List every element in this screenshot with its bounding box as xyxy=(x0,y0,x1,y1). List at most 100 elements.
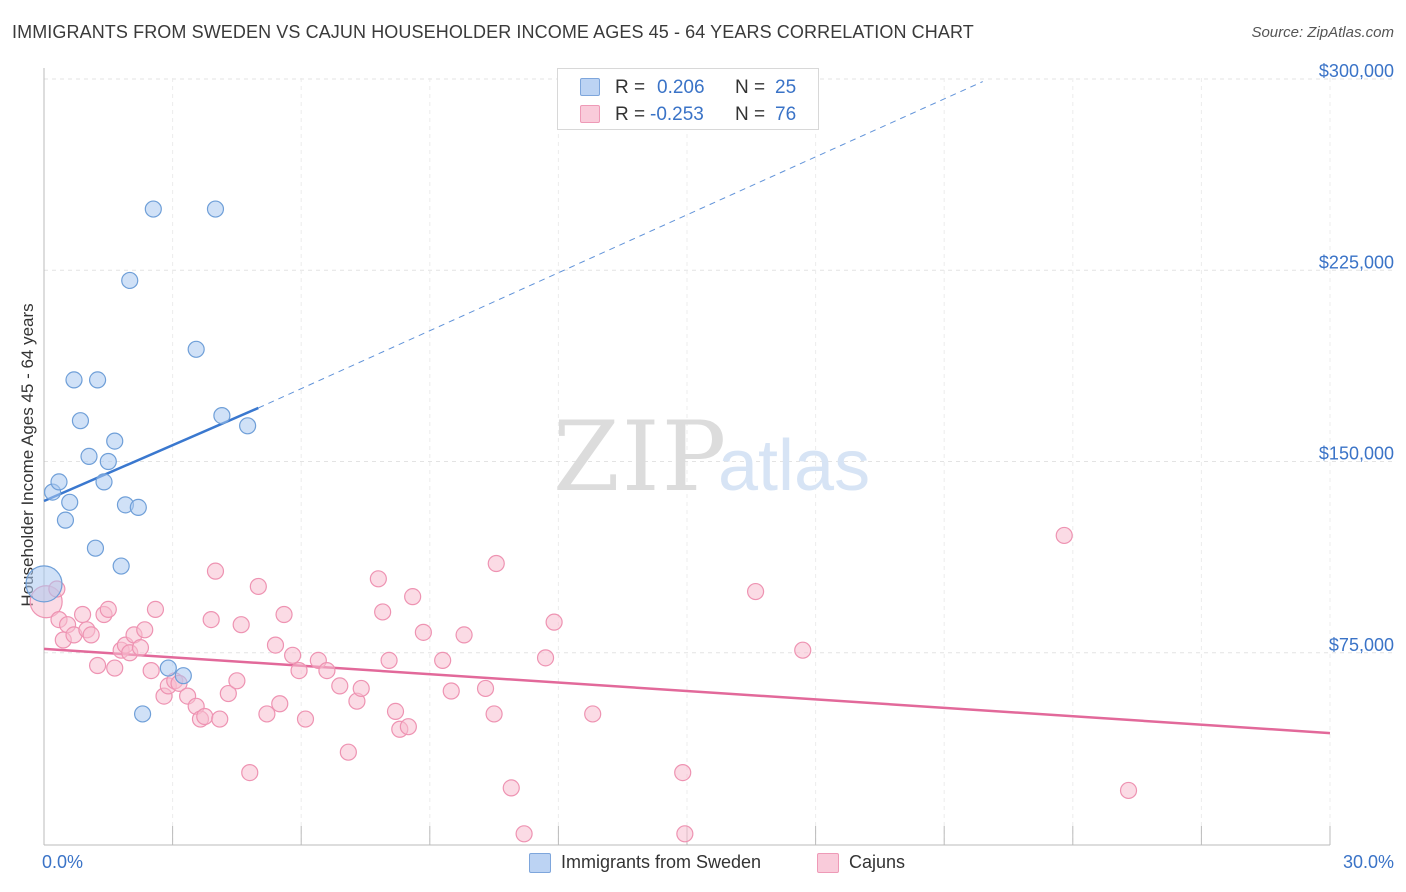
legend-r-label: R = xyxy=(615,104,646,125)
data-point xyxy=(50,473,68,491)
data-point xyxy=(674,763,692,782)
legend-r-value: 0.206 xyxy=(657,77,705,98)
source-label: Source: ZipAtlas.com xyxy=(1251,24,1394,41)
watermark: ZIP atlas xyxy=(553,401,870,513)
data-point xyxy=(239,417,257,435)
data-point xyxy=(112,557,130,575)
series-swatch-cajuns xyxy=(817,853,839,873)
data-point xyxy=(95,473,113,491)
x-tick-label-min: 0.0% xyxy=(42,852,83,872)
data-point xyxy=(318,661,336,680)
data-point xyxy=(86,539,105,557)
data-point xyxy=(404,588,422,606)
legend-swatch-sweden xyxy=(580,78,600,96)
data-point xyxy=(746,582,765,601)
legend-n-value: 25 xyxy=(775,77,797,98)
data-point xyxy=(515,825,533,843)
data-point xyxy=(275,605,293,624)
data-point xyxy=(386,702,405,721)
data-point xyxy=(1055,526,1073,545)
data-point xyxy=(71,412,90,430)
data-point xyxy=(142,661,160,680)
data-point xyxy=(65,371,83,389)
data-point xyxy=(399,718,417,736)
data-point xyxy=(121,271,139,290)
data-point xyxy=(99,452,117,471)
legend-r-label: R = xyxy=(615,77,646,98)
data-point xyxy=(352,679,370,698)
series-cajuns xyxy=(29,526,1138,843)
data-point xyxy=(241,763,259,782)
data-point xyxy=(88,656,107,675)
data-point xyxy=(380,651,398,670)
data-point xyxy=(25,565,63,603)
data-point xyxy=(1119,781,1138,800)
legend-n-value: 76 xyxy=(775,104,797,125)
data-point xyxy=(487,554,505,573)
data-point xyxy=(144,200,162,218)
data-point xyxy=(187,340,205,358)
data-point xyxy=(146,600,165,619)
data-point xyxy=(213,407,231,425)
data-point xyxy=(485,705,503,723)
series-label-sweden: Immigrants from Sweden xyxy=(561,852,762,872)
data-point xyxy=(129,498,147,516)
data-point xyxy=(374,603,392,621)
data-point xyxy=(80,447,98,465)
data-point xyxy=(131,639,150,657)
data-point xyxy=(82,626,100,644)
data-point xyxy=(296,710,315,728)
data-point xyxy=(159,659,177,677)
data-point xyxy=(502,779,520,797)
data-point xyxy=(196,707,214,726)
data-point xyxy=(211,710,229,728)
data-point xyxy=(258,705,276,723)
data-point xyxy=(339,743,357,761)
data-point xyxy=(249,577,267,596)
chart-title: IMMIGRANTS FROM SWEDEN VS CAJUN HOUSEHOL… xyxy=(12,22,974,42)
data-point xyxy=(56,511,75,529)
data-point xyxy=(794,641,812,659)
watermark-zip: ZIP xyxy=(553,401,728,513)
data-point xyxy=(73,605,92,624)
data-point xyxy=(88,371,107,389)
data-point xyxy=(206,562,225,580)
series-sweden xyxy=(25,200,257,723)
y-tick-label: $300,000 xyxy=(1319,61,1394,81)
legend-n-label: N = xyxy=(735,77,766,98)
data-point xyxy=(290,661,308,680)
data-point xyxy=(99,600,117,619)
data-point xyxy=(476,679,495,698)
legend-r-value: -0.253 xyxy=(650,104,704,125)
data-point xyxy=(369,570,387,588)
stats-legend: R = 0.206 N = 25 R = -0.253 N = 76 xyxy=(557,68,819,130)
data-point xyxy=(228,672,246,690)
data-point xyxy=(106,432,124,450)
data-point xyxy=(455,626,473,644)
series-label-cajuns: Cajuns xyxy=(849,852,906,872)
data-point xyxy=(61,493,79,511)
data-point xyxy=(584,705,602,723)
data-point xyxy=(545,613,563,631)
data-point xyxy=(202,610,220,629)
y-tick-label: $150,000 xyxy=(1319,444,1394,464)
data-point xyxy=(174,667,192,685)
legend-n-label: N = xyxy=(735,104,766,125)
data-point xyxy=(442,682,460,700)
data-point xyxy=(284,646,302,664)
data-point xyxy=(676,825,694,843)
y-tick-labels: $75,000 $150,000 $225,000 $300,000 xyxy=(1319,61,1394,655)
data-point xyxy=(136,621,154,639)
data-point xyxy=(271,695,289,713)
y-tick-label: $75,000 xyxy=(1329,635,1394,655)
data-point xyxy=(106,659,124,677)
data-point xyxy=(266,636,285,654)
data-points xyxy=(25,200,1138,843)
series-swatch-sweden xyxy=(529,853,551,873)
x-tick-label-max: 30.0% xyxy=(1343,852,1394,872)
data-point xyxy=(219,684,237,703)
data-point xyxy=(331,677,349,695)
data-point xyxy=(133,705,152,723)
legend-swatch-cajuns xyxy=(580,105,600,123)
